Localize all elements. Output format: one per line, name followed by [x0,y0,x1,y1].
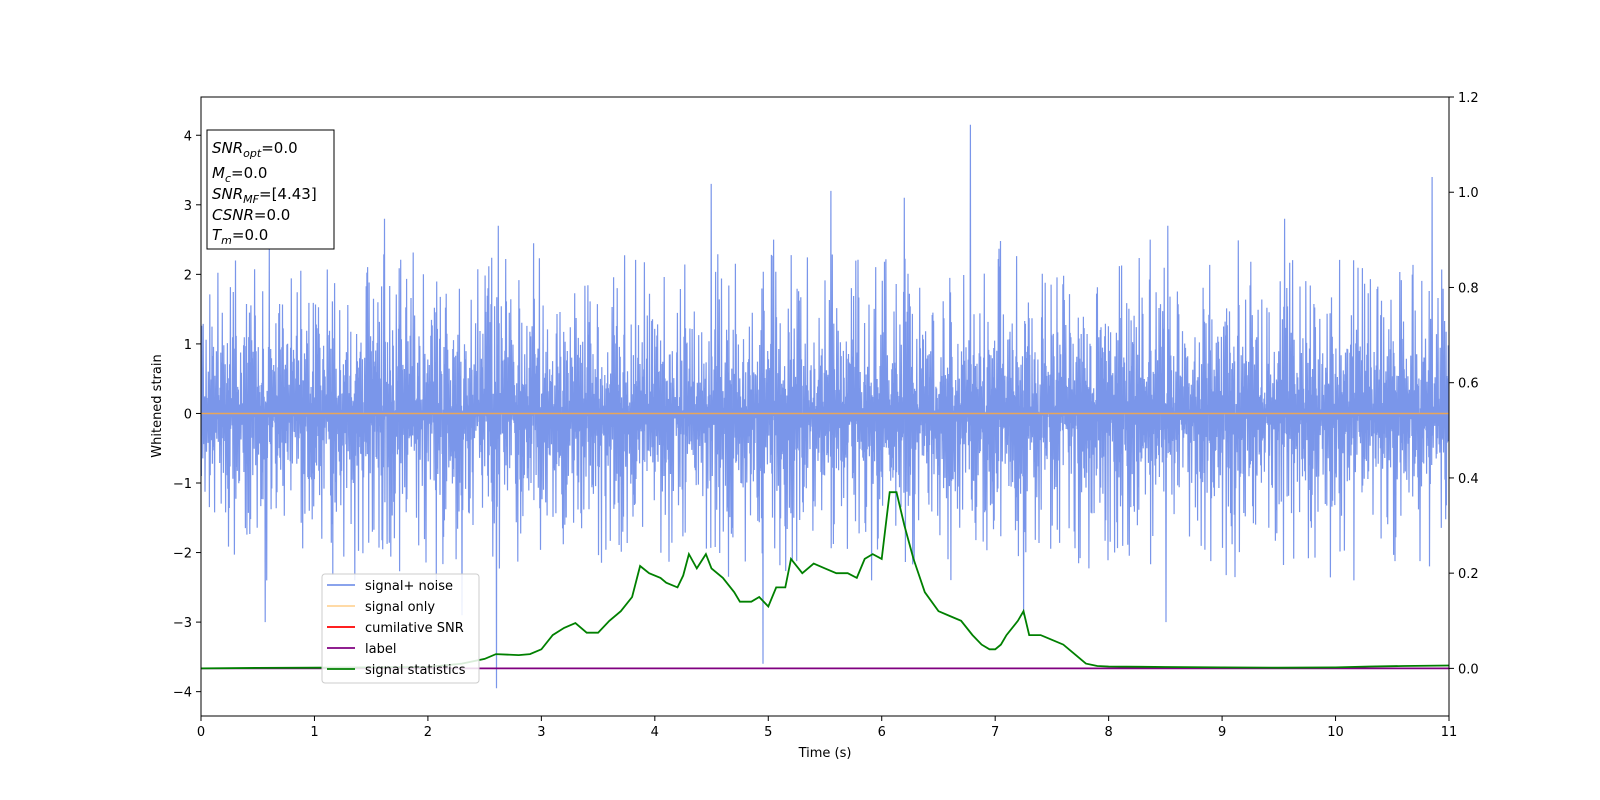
y-tick-label: 4 [184,129,192,144]
noise-line [201,124,1449,689]
x-tick-label: 3 [537,725,545,740]
stats-row: SNRMF=[4.43] [212,185,317,206]
y-axis-title: Whitened strain [150,354,165,457]
x-tick-label: 6 [878,725,886,740]
stats-row: Tm=0.0 [212,226,268,247]
y-tick-label: 0 [184,407,192,422]
stats-row: Mc=0.0 [212,164,267,185]
legend-frame [321,573,480,684]
legend-label: cumilative SNR [365,621,464,636]
x-tick-label: 10 [1327,725,1344,740]
legend: signal+ noise signal only cumilative SNR la… [321,573,480,684]
stats-row-name: T [212,226,223,244]
stats-row-sub: c [225,172,231,185]
y-axis-right: 0.0 0.2 0.4 0.6 0.8 1.0 1.2 [1449,91,1479,677]
x-axis-title: Time (s) [798,746,852,761]
x-tick-label: 7 [991,725,999,740]
legend-label: label [365,642,396,657]
y-tick-label: 2 [184,268,192,283]
stats-row-sub: MF [243,193,259,206]
legend-label: signal only [365,600,435,615]
y2-tick-label: 0.8 [1458,281,1479,296]
stats-box: SNRopt=0.0Mc=0.0SNRMF=[4.43]CSNR=0.0Tm=0… [206,129,335,250]
plot-frame [200,96,1450,717]
y-tick-label: 1 [184,338,192,353]
stats-row-name: SNR [212,139,243,157]
x-tick-label: 8 [1104,725,1112,740]
legend-label: signal statistics [365,663,466,678]
stats-row-name: M [212,164,225,182]
y2-tick-label: 0.2 [1458,567,1479,582]
y-tick-label: −2 [173,547,192,562]
x-tick-label: 11 [1441,725,1458,740]
stats-row-sub: opt [243,147,262,160]
noise-series [201,124,1449,689]
x-tick-label: 1 [310,725,318,740]
y2-tick-label: 0.6 [1458,377,1479,392]
y2-tick-label: 0.0 [1458,662,1479,677]
x-tick-label: 0 [197,725,205,740]
stats-row-sub: m [221,234,232,247]
x-tick-label: 4 [651,725,659,740]
x-tick-label: 2 [424,725,432,740]
stats-row: CSNR=0.0 [212,206,290,224]
y2-tick-label: 1.2 [1458,91,1479,106]
stats-box-frame [206,129,335,250]
stats-row-value: =[4.43] [259,185,317,203]
x-tick-label: 9 [1218,725,1226,740]
y-tick-label: 3 [184,199,192,214]
y2-tick-label: 0.4 [1458,472,1479,487]
y2-tick-label: 1.0 [1458,186,1479,201]
y-tick-label: −1 [173,477,192,492]
stats-row-value: =0.0 [254,206,290,224]
x-tick-label: 5 [764,725,772,740]
signal-statistics-line [201,491,1449,670]
y-tick-label: −4 [173,686,192,701]
stats-row-name: CSNR [212,206,254,224]
legend-label: signal+ noise [365,579,453,594]
y-axis-left: −4 −3 −2 −1 0 1 2 3 4 [173,129,201,701]
stats-row-name: SNR [212,185,243,203]
stats-row-value: =0.0 [232,226,268,244]
stats-row-value: =0.0 [231,164,267,182]
y-tick-label: −3 [173,616,192,631]
x-axis: 0 1 2 3 4 5 6 7 8 9 10 11 [197,716,1457,740]
stats-row-value: =0.0 [261,139,297,157]
stats-row: SNRopt=0.0 [212,139,298,160]
signal-statistics-series [201,491,1449,670]
